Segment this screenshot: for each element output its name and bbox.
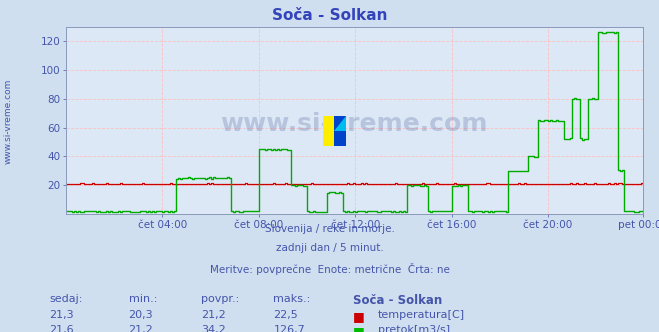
Text: www.si-vreme.com: www.si-vreme.com [221,112,488,136]
Text: ■: ■ [353,325,364,332]
Text: ■: ■ [353,310,364,323]
Text: 34,2: 34,2 [201,325,226,332]
Text: pretok[m3/s]: pretok[m3/s] [378,325,449,332]
Text: maks.:: maks.: [273,294,311,304]
Text: 20,3: 20,3 [129,310,153,320]
Text: 126,7: 126,7 [273,325,305,332]
Text: 21,2: 21,2 [201,310,226,320]
Text: Meritve: povprečne  Enote: metrične  Črta: ne: Meritve: povprečne Enote: metrične Črta:… [210,263,449,275]
Text: 21,2: 21,2 [129,325,154,332]
Text: zadnji dan / 5 minut.: zadnji dan / 5 minut. [275,243,384,253]
Text: min.:: min.: [129,294,157,304]
Text: Slovenija / reke in morje.: Slovenija / reke in morje. [264,224,395,234]
Text: 21,3: 21,3 [49,310,74,320]
Text: Soča - Solkan: Soča - Solkan [353,294,442,307]
Text: 22,5: 22,5 [273,310,299,320]
Text: temperatura[C]: temperatura[C] [378,310,465,320]
Text: 21,6: 21,6 [49,325,74,332]
Text: povpr.:: povpr.: [201,294,239,304]
Text: www.si-vreme.com: www.si-vreme.com [3,78,13,164]
Text: Soča - Solkan: Soča - Solkan [272,8,387,23]
Text: sedaj:: sedaj: [49,294,83,304]
